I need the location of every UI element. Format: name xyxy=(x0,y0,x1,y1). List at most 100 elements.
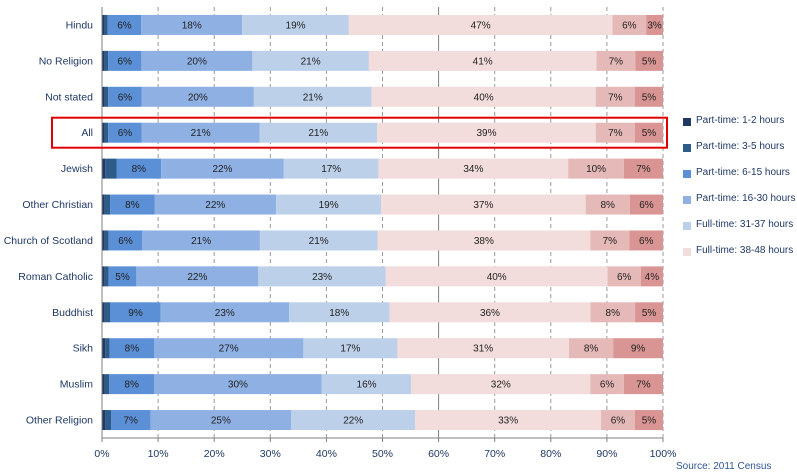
legend-item: Part-time: 3-5 hours xyxy=(681,138,796,164)
x-tick-label: 20% xyxy=(204,448,225,460)
bar-segment xyxy=(568,158,624,179)
data-label: 6% xyxy=(622,20,637,31)
legend-label: Full-time: 31-37 hours xyxy=(696,219,794,230)
legend-swatch xyxy=(683,248,691,256)
data-label: 6% xyxy=(639,236,654,247)
bar-segment xyxy=(629,230,663,251)
source-note: Source: 2011 Census xyxy=(676,461,772,472)
data-label: 19% xyxy=(286,20,306,31)
bar-segment xyxy=(104,122,109,143)
bar-segment xyxy=(141,14,243,35)
bar-segment xyxy=(397,338,569,359)
bar-segment xyxy=(590,230,630,251)
data-label: 7% xyxy=(609,56,624,67)
bar-segment xyxy=(371,86,596,107)
data-label: 34% xyxy=(463,164,483,175)
data-label: 33% xyxy=(498,416,518,427)
legend-item: Full-time: 31-37 hours xyxy=(681,216,796,242)
legend-item: Full-time: 38-48 hours xyxy=(681,242,796,268)
bar-segment xyxy=(150,410,292,431)
legend-label: Part-time: 3-5 hours xyxy=(696,141,785,152)
category-label: Not stated xyxy=(45,91,93,103)
legend-label: Part-time: 16-30 hours xyxy=(696,193,796,204)
bar-segment xyxy=(136,266,259,287)
data-label: 5% xyxy=(642,92,657,103)
bar-segment xyxy=(154,194,277,215)
bar-segment xyxy=(102,194,105,215)
legend-label: Part-time: 6-15 hours xyxy=(696,167,790,178)
data-label: 40% xyxy=(474,92,494,103)
bar-segment xyxy=(109,338,155,359)
bar-segment xyxy=(102,302,105,323)
data-label: 6% xyxy=(118,56,133,67)
data-label: 18% xyxy=(329,308,349,319)
bar-segment xyxy=(102,266,105,287)
bar-segment xyxy=(105,158,117,179)
bar-segment xyxy=(259,230,378,251)
data-label: 47% xyxy=(471,20,491,31)
bar-segment xyxy=(142,230,260,251)
bar-segment xyxy=(634,86,663,107)
bar-segment xyxy=(596,50,636,71)
data-label: 38% xyxy=(474,236,494,247)
bar-segment xyxy=(110,302,161,323)
data-label: 21% xyxy=(308,128,328,139)
x-tick-label: 60% xyxy=(428,448,449,460)
legend-swatch xyxy=(683,118,691,126)
bar-segment xyxy=(108,50,142,71)
data-label: 41% xyxy=(473,56,493,67)
bar-segment xyxy=(141,86,254,107)
data-label: 31% xyxy=(473,344,493,355)
bar-segment xyxy=(104,266,109,287)
bar-segment xyxy=(613,338,663,359)
bar-segment xyxy=(640,266,663,287)
bar-segment xyxy=(612,14,647,35)
data-label: 25% xyxy=(211,416,231,427)
data-label: 27% xyxy=(219,344,239,355)
category-label: Hindu xyxy=(66,19,94,31)
data-label: 21% xyxy=(303,92,323,103)
bar-segment xyxy=(141,50,253,71)
bar-segment xyxy=(368,50,597,71)
data-label: 8% xyxy=(132,164,147,175)
category-label: Church of Scotland xyxy=(4,235,93,247)
data-label: 20% xyxy=(187,56,207,67)
bar-segment xyxy=(378,158,569,179)
bar-segment xyxy=(635,50,663,71)
bar-segment xyxy=(104,86,109,107)
bar-segment xyxy=(291,410,416,431)
legend: Part-time: 1-2 hours Part-time: 3-5 hour… xyxy=(681,112,796,268)
bar-segment xyxy=(242,14,349,35)
bar-segment xyxy=(258,266,386,287)
data-label: 37% xyxy=(473,200,493,211)
legend-swatch xyxy=(683,222,691,230)
bar-segment xyxy=(111,410,151,431)
bar-segment xyxy=(634,410,663,431)
bar-segment xyxy=(253,86,372,107)
bar-segment xyxy=(102,122,105,143)
bar-segment xyxy=(411,374,591,395)
data-label: 39% xyxy=(476,128,496,139)
data-label: 22% xyxy=(212,164,232,175)
bar-segment xyxy=(108,266,137,287)
data-label: 5% xyxy=(642,308,657,319)
category-label: All xyxy=(81,127,93,139)
data-label: 5% xyxy=(642,56,657,67)
data-label: 40% xyxy=(487,272,507,283)
x-tick-label: 0% xyxy=(94,448,109,460)
data-label: 6% xyxy=(611,416,626,427)
bar-segment xyxy=(116,158,162,179)
data-label: 36% xyxy=(480,308,500,319)
x-tick-label: 100% xyxy=(650,448,677,460)
data-label: 8% xyxy=(125,200,140,211)
category-label: Buddhist xyxy=(52,307,93,319)
bar-segment xyxy=(102,374,105,395)
data-label: 17% xyxy=(321,164,341,175)
data-label: 6% xyxy=(117,20,132,31)
bar-segment xyxy=(102,338,106,359)
data-label: 7% xyxy=(608,92,623,103)
x-tick-label: 80% xyxy=(540,448,561,460)
bar-segment xyxy=(283,158,379,179)
bar-segment xyxy=(607,266,641,287)
